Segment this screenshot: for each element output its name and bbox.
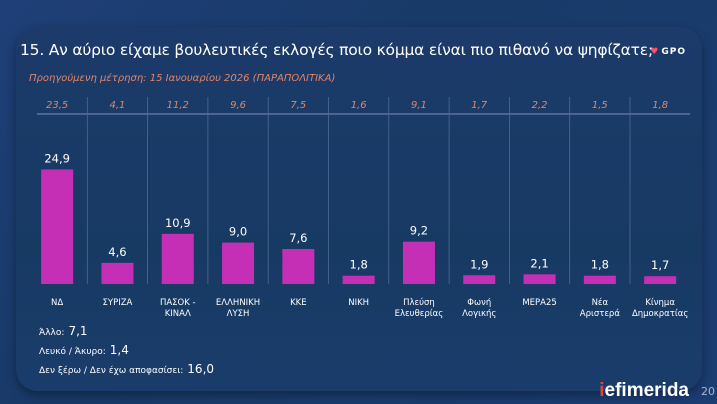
bar [282,249,315,284]
category-label: ΝΔ [51,298,63,308]
note-label: Άλλο: [39,328,65,338]
note-undecided: Δεν ξέρω / Δεν έχω αποφασίσει: 16,0 [39,361,214,380]
bar [583,275,616,284]
previous-value-label: 4,1 [109,100,125,111]
bar [463,275,496,284]
previous-value-label: 9,1 [411,100,427,111]
logo-text: GPO [661,47,686,57]
bar [222,242,255,284]
chart-subtitle: Προηγούμενη μέτρηση: 15 Ιανουαρίου 2026 … [29,73,336,84]
category-label: ΚΙΝΑΛ [165,309,191,319]
previous-value-label: 9,6 [230,100,246,111]
category-label: ΚΚΕ [290,298,307,308]
value-label: 4,6 [108,245,126,259]
note-value: 1,4 [109,343,129,357]
category-label: Λογικής [462,309,496,319]
notes: Άλλο: 7,1 Λευκό / Άκυρο: 1,4 Δεν ξέρω / Δε… [39,323,214,380]
gpo-logo: ♥ GPO [650,47,686,57]
value-label: 7,6 [289,231,307,245]
previous-value-label: 23,5 [46,100,68,111]
page-number: 20 [701,385,715,398]
previous-value-label: 1,7 [471,100,488,111]
category-label: Πλεύση [403,297,435,308]
category-label: ΜΕΡΑ25 [522,298,556,308]
category-label: Κίνημα [645,298,675,308]
iefimerida-logo: iefimerida [599,380,689,401]
note-blank: Λευκό / Άκυρο: 1,4 [39,342,214,361]
value-label: 1,8 [591,258,609,272]
note-value: 7,1 [68,324,88,338]
value-label: 10,9 [165,216,191,230]
category-label: ΠΑΣΟΚ - [160,298,196,308]
category-label: ΕΛΛΗΝΙΚΗ [216,298,260,308]
value-label: 9,2 [410,224,428,238]
bar [342,275,375,284]
note-label: Δεν ξέρω / Δεν έχω αποφασίσει: [39,366,184,376]
category-label: Φωνή [467,298,491,308]
bar [644,276,677,284]
bar [41,169,74,284]
category-label: Αριστερά [580,309,621,319]
category-label: Ελευθερίας [395,309,444,319]
category-label: Νέα [592,297,609,308]
previous-value-label: 1,8 [652,100,668,111]
value-label: 1,7 [651,258,669,272]
category-label: ΛΥΣΗ [227,309,250,319]
previous-value-label: 11,2 [167,100,189,111]
value-label: 1,8 [350,258,368,272]
note-label: Λευκό / Άκυρο: [39,347,106,357]
heart-icon: ♥ [650,47,660,57]
previous-value-label: 1,6 [351,100,367,111]
previous-value-label: 7,5 [290,100,306,111]
bar [161,233,194,284]
value-label: 24,9 [44,151,70,165]
bar [523,274,556,284]
bar [101,262,134,284]
previous-value-label: 2,2 [532,100,548,111]
category-label: ΣΥΡΙΖΑ [103,298,133,308]
value-label: 2,1 [530,256,548,270]
category-label: Δημοκρατίας [632,309,688,319]
previous-value-label: 1,5 [592,100,608,111]
chart-title: 15. Αν αύριο είχαμε βουλευτικές εκλογές … [20,41,653,59]
value-label: 1,9 [470,257,488,271]
bar [402,241,435,284]
note-other: Άλλο: 7,1 [39,323,214,342]
note-value: 16,0 [187,362,215,376]
category-label: ΝΙΚΗ [348,298,369,308]
value-label: 9,0 [229,225,247,239]
chart-card: ♥ GPO [16,27,702,391]
